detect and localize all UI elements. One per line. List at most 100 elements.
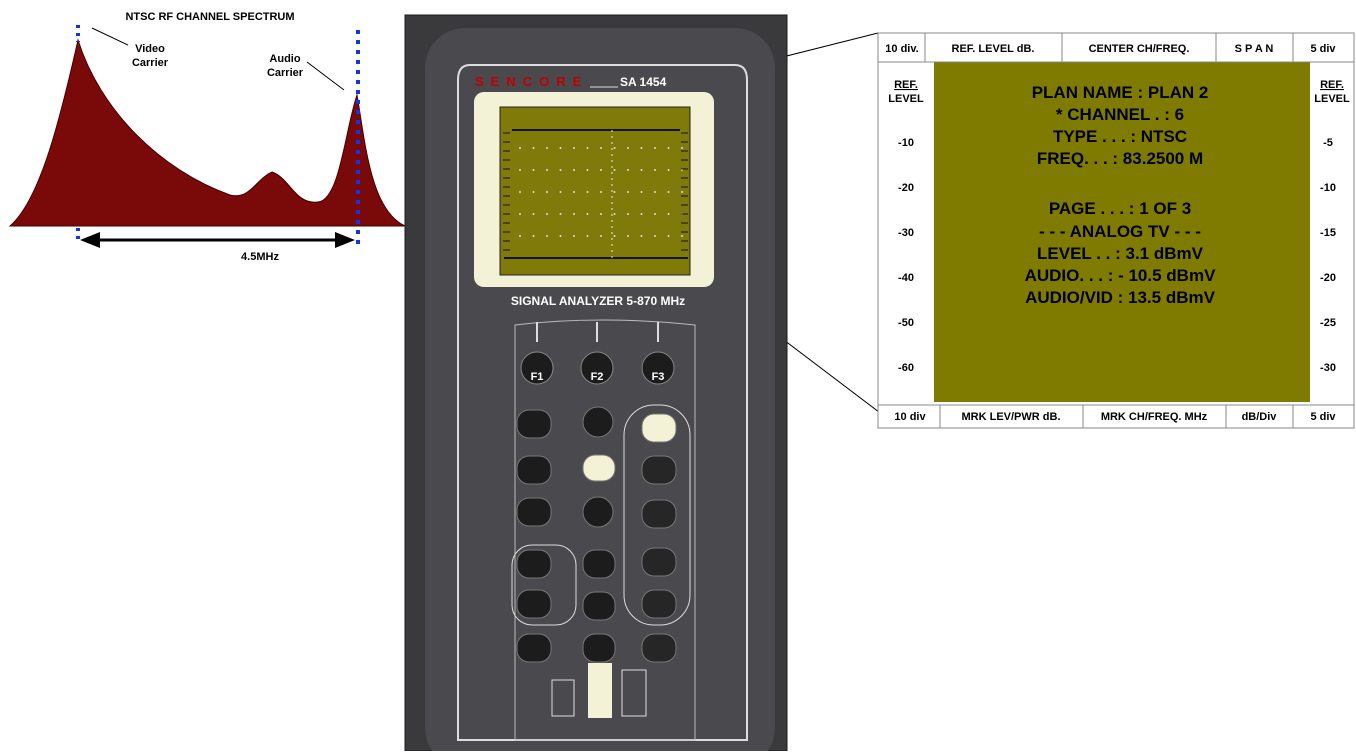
screen-line: PAGE . . . : 1 OF 3 <box>1049 199 1191 218</box>
dot <box>546 147 548 149</box>
right-axis-label: -15 <box>1320 227 1336 239</box>
leader <box>91 27 129 46</box>
key <box>582 591 616 621</box>
axis-title: REF. <box>894 79 918 91</box>
battery-icon <box>551 679 575 717</box>
screen-line: PLAN NAME : PLAN 2 <box>1032 83 1209 102</box>
dot <box>640 169 643 171</box>
device-subtitle: SIGNAL ANALYZER 5-870 MHz <box>511 294 685 308</box>
dot <box>681 235 683 237</box>
dot <box>559 213 562 215</box>
dot <box>667 169 670 171</box>
dot <box>613 191 616 193</box>
key <box>582 454 616 482</box>
key <box>641 547 677 577</box>
dot <box>546 213 548 215</box>
key <box>641 589 677 619</box>
dot <box>613 235 616 237</box>
top-label: 5 div <box>1310 43 1336 55</box>
dot <box>586 213 589 215</box>
dot <box>519 235 521 237</box>
key <box>516 455 552 485</box>
right-axis-label: -5 <box>1323 137 1333 149</box>
dot <box>640 191 643 193</box>
dot <box>546 169 548 171</box>
axis-title: REF. <box>1320 79 1344 91</box>
right-axis-label: -30 <box>1320 362 1336 374</box>
panel-text: 10 div. REF. LEVEL dB. CENTER CH/FREQ. S P … <box>885 43 1350 423</box>
screen-line: AUDIO/VID : 13.5 dBmV <box>1025 288 1216 307</box>
model: SA 1454 <box>620 75 667 89</box>
face-outline <box>457 64 748 741</box>
key <box>641 633 677 663</box>
bottom-label: 10 div <box>894 411 926 423</box>
dot <box>546 191 548 193</box>
f-key <box>520 351 554 385</box>
dot <box>627 191 629 193</box>
key <box>641 499 677 529</box>
dot <box>573 235 575 237</box>
leader <box>306 61 345 91</box>
dot <box>667 191 670 193</box>
top-label: REF. LEVEL dB. <box>952 43 1035 55</box>
f-key <box>580 351 614 385</box>
dot <box>532 235 535 237</box>
top-label: CENTER CH/FREQ. <box>1089 43 1190 55</box>
left-axis-label: -20 <box>898 182 914 194</box>
screen-line: AUDIO. . . : - 10.5 dBmV <box>1025 266 1216 285</box>
dot <box>681 191 683 193</box>
dot <box>627 235 629 237</box>
dot <box>519 147 521 149</box>
key <box>516 633 552 663</box>
dot <box>667 235 670 237</box>
right-axis-label: -20 <box>1320 272 1336 284</box>
dot <box>640 213 643 215</box>
device: SENCORE SA 1454 SIGNAL ANALYZER 5-870 MH… <box>404 14 788 756</box>
left-axis-label: -60 <box>898 362 914 374</box>
panel-grid <box>878 33 1354 428</box>
dot <box>586 235 589 237</box>
grid-dots <box>503 132 688 251</box>
dot <box>586 191 589 193</box>
left-axis-label: -40 <box>898 272 914 284</box>
key <box>641 455 677 485</box>
dot <box>627 213 629 215</box>
keys <box>516 406 677 663</box>
keypad-outline <box>514 319 696 741</box>
key <box>516 497 552 527</box>
dot <box>532 169 535 171</box>
key <box>516 589 552 619</box>
dot <box>586 147 589 149</box>
spectrum: NTSC RF CHANNEL SPECTRUM Video Carrier A… <box>8 11 406 263</box>
top-label: S P A N <box>1235 43 1274 55</box>
dot <box>600 191 602 193</box>
spectrum-shape <box>8 38 406 227</box>
dot <box>640 235 643 237</box>
axis-title: LEVEL <box>888 93 924 105</box>
dot <box>573 191 575 193</box>
key-group <box>623 404 691 626</box>
dot <box>559 191 562 193</box>
audio-label: Carrier <box>267 67 304 79</box>
screen-line: LEVEL . . : 3.1 dBmV <box>1037 244 1204 263</box>
key <box>641 413 677 443</box>
screen-line: FREQ. . . : 83.2500 M <box>1037 149 1203 168</box>
dot <box>667 147 670 149</box>
battery-icon <box>621 669 647 717</box>
key <box>516 409 552 439</box>
f-key-label: F3 <box>652 371 665 383</box>
dot <box>573 169 575 171</box>
dot <box>532 213 535 215</box>
dot <box>559 147 562 149</box>
panel-screen <box>934 62 1310 402</box>
dot <box>627 169 629 171</box>
dot <box>546 235 548 237</box>
dot <box>654 235 656 237</box>
dot <box>654 147 656 149</box>
dot <box>654 169 656 171</box>
arrow-key <box>582 496 614 528</box>
dot <box>559 235 562 237</box>
spacing-label: 4.5MHz <box>241 251 279 263</box>
screen-line: - - - ANALOG TV - - - <box>1039 222 1201 241</box>
